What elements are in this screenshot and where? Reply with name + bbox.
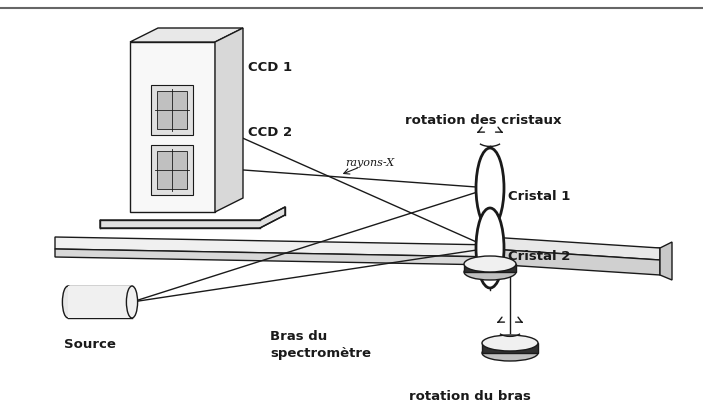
- Polygon shape: [490, 237, 660, 260]
- Ellipse shape: [476, 208, 504, 288]
- Polygon shape: [157, 151, 187, 189]
- Polygon shape: [130, 28, 243, 42]
- Polygon shape: [660, 242, 672, 280]
- Polygon shape: [100, 207, 285, 228]
- Polygon shape: [151, 85, 193, 135]
- Text: CCD 1: CCD 1: [248, 60, 292, 73]
- Polygon shape: [490, 249, 660, 275]
- Text: Cristal 2: Cristal 2: [508, 249, 570, 262]
- Polygon shape: [68, 286, 132, 318]
- Text: Bras du
spectromètre: Bras du spectromètre: [270, 330, 371, 360]
- Polygon shape: [482, 343, 538, 353]
- Ellipse shape: [63, 286, 74, 318]
- Text: rayons-X: rayons-X: [345, 158, 394, 168]
- Ellipse shape: [464, 256, 516, 272]
- Text: Cristal 1: Cristal 1: [508, 189, 570, 203]
- Text: CCD 2: CCD 2: [248, 126, 292, 138]
- Polygon shape: [151, 145, 193, 195]
- Ellipse shape: [482, 335, 538, 351]
- Text: rotation des cristaux: rotation des cristaux: [405, 113, 562, 126]
- Ellipse shape: [464, 264, 516, 280]
- Text: Source: Source: [64, 338, 116, 351]
- Polygon shape: [464, 264, 516, 272]
- Ellipse shape: [476, 148, 504, 228]
- Polygon shape: [55, 237, 660, 260]
- Polygon shape: [55, 249, 660, 268]
- Polygon shape: [215, 28, 243, 212]
- Ellipse shape: [482, 345, 538, 361]
- Text: rotation du bras: rotation du bras: [409, 390, 531, 403]
- Polygon shape: [157, 91, 187, 129]
- Polygon shape: [130, 42, 215, 212]
- Ellipse shape: [127, 286, 138, 318]
